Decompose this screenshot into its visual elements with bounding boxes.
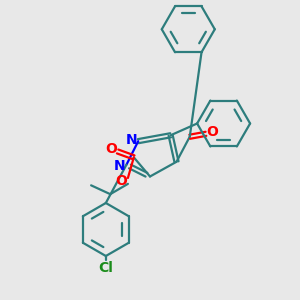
Text: Cl: Cl bbox=[98, 261, 113, 275]
Text: O: O bbox=[105, 142, 117, 155]
Text: N: N bbox=[114, 159, 126, 173]
Text: O: O bbox=[206, 125, 218, 139]
Text: O: O bbox=[116, 174, 128, 188]
Text: N: N bbox=[126, 133, 138, 147]
